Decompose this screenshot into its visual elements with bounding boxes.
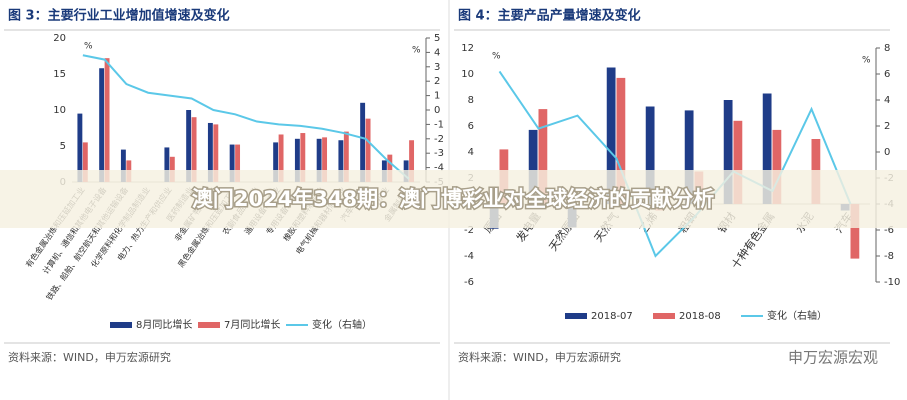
legend-label: 2018-07: [591, 311, 633, 322]
y-tick-label: 20: [53, 33, 66, 44]
bar: [343, 131, 349, 182]
bar: [723, 100, 733, 204]
line: [82, 54, 410, 180]
bar: [360, 102, 366, 182]
bar: [186, 110, 192, 182]
bar: [762, 93, 772, 204]
y-tick-label: 5: [60, 141, 66, 152]
bar: [409, 140, 415, 182]
bar: [338, 140, 344, 182]
y-tick-label: -4: [464, 251, 474, 262]
bar: [294, 138, 300, 182]
banner-band: [0, 170, 907, 228]
y2-tick-label: -1: [434, 119, 444, 130]
y2-tick-label: 8: [884, 43, 890, 54]
bar: [191, 117, 197, 182]
bar: [528, 129, 538, 204]
bar: [606, 67, 616, 204]
banner-text: 澳门2024年348期：澳门博彩业对全球经济的贡献分析: [192, 187, 714, 211]
bar: [77, 113, 83, 182]
y2-tick-label: 2: [884, 121, 890, 132]
legend-label: 8月同比增长: [136, 318, 192, 331]
bar: [316, 138, 322, 182]
y-tick-label: 12: [461, 43, 474, 54]
bar: [733, 120, 743, 204]
chart-title: 图 4：主要产品产量增速及变化: [458, 8, 641, 24]
y2-tick-label: 5: [434, 33, 440, 44]
y-tick-label: 8: [468, 95, 474, 106]
y2-tick-label: -8: [884, 251, 894, 262]
y2-unit: %: [412, 46, 421, 56]
source: 资料来源：WIND，申万宏源研究: [8, 350, 171, 364]
source: 资料来源：WIND，申万宏源研究: [458, 350, 621, 364]
bar: [164, 147, 170, 182]
bar: [365, 118, 371, 182]
y2-tick-label: 1: [434, 91, 440, 102]
y2-unit: %: [862, 56, 871, 66]
chart-title: 图 3：主要行业工业增加值增速及变化: [8, 8, 230, 24]
bar: [645, 106, 655, 204]
y2-tick-label: -6: [884, 225, 894, 236]
y-tick-label: 10: [53, 105, 66, 116]
bar: [684, 110, 694, 204]
bar: [235, 144, 241, 182]
bar: [99, 68, 105, 182]
bar: [322, 137, 328, 182]
bar: [207, 122, 213, 182]
bar: [213, 124, 219, 182]
y2-tick-label: 2: [434, 76, 440, 87]
y2-tick-label: -2: [434, 134, 444, 145]
bar: [538, 109, 548, 204]
y-unit: %: [492, 52, 501, 62]
y-tick-label: 6: [468, 121, 474, 132]
y2-tick-label: -3: [434, 148, 444, 159]
y2-tick-label: 4: [434, 47, 440, 58]
y-tick-label: 4: [468, 147, 474, 158]
bar: [169, 156, 175, 182]
y-unit: %: [84, 42, 93, 52]
bar: [772, 129, 782, 204]
bar: [616, 77, 626, 204]
y-tick-label: -2: [464, 225, 474, 236]
bar: [104, 58, 110, 182]
y-tick-label: -6: [464, 277, 474, 288]
legend-label: 变化（右轴）: [312, 318, 372, 331]
legend-label: 2018-08: [679, 311, 721, 322]
bar: [850, 204, 860, 259]
bar: [387, 154, 393, 182]
y-tick-label: 15: [53, 69, 66, 80]
bar: [120, 149, 126, 182]
y2-tick-label: 4: [884, 95, 890, 106]
bar: [82, 142, 88, 182]
y2-tick-label: 0: [884, 147, 890, 158]
y2-tick-label: -10: [884, 277, 900, 288]
legend-swatch: [110, 322, 132, 328]
y2-tick-label: 3: [434, 62, 440, 73]
bar: [300, 133, 306, 182]
watermark: 申万宏源宏观: [788, 349, 878, 367]
y2-tick-label: 0: [434, 105, 440, 116]
legend-label: 7月同比增长: [224, 318, 280, 331]
bar: [278, 134, 284, 182]
legend-swatch: [198, 322, 220, 328]
bar: [273, 142, 279, 182]
y2-tick-label: 6: [884, 69, 890, 80]
legend-label: 变化（右轴）: [767, 309, 827, 322]
line: [498, 70, 852, 258]
bar: [229, 144, 235, 182]
legend-swatch: [653, 313, 675, 319]
y-tick-label: 10: [461, 69, 474, 80]
y2-tick-label: -4: [434, 163, 444, 174]
legend-swatch: [565, 313, 587, 319]
